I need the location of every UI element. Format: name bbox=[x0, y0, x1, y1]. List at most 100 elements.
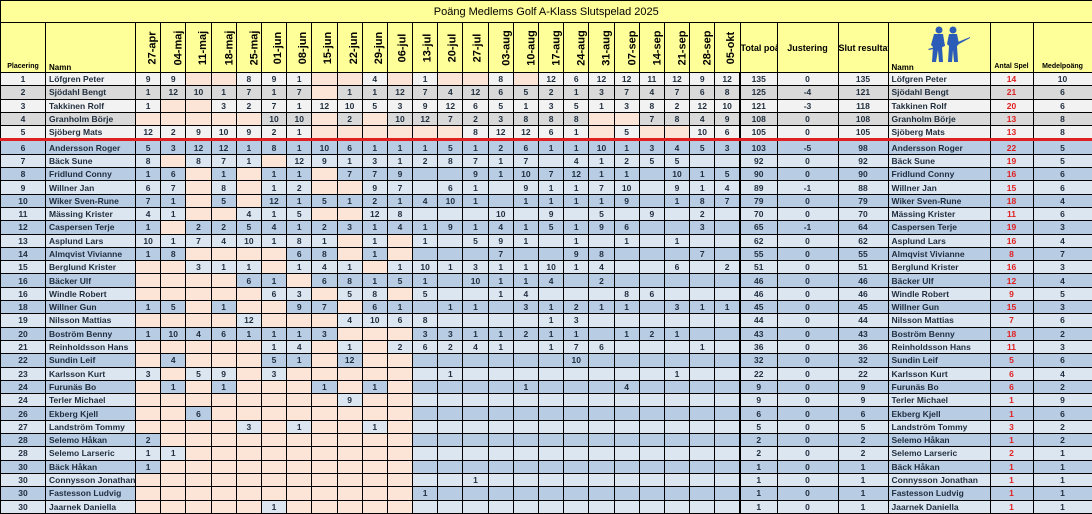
score-cell[interactable] bbox=[690, 354, 715, 367]
score-cell[interactable]: 1 bbox=[287, 221, 312, 234]
score-cell[interactable] bbox=[387, 447, 412, 460]
score-cell[interactable]: 10 bbox=[463, 274, 488, 287]
name-cell-2[interactable]: Willner Gun bbox=[888, 301, 990, 314]
header-date[interactable]: 31-aug bbox=[589, 23, 614, 73]
name-cell[interactable]: Fastesson Ludvig bbox=[46, 487, 136, 500]
antal-spel-cell[interactable]: 3 bbox=[990, 420, 1033, 433]
score-cell[interactable]: 3 bbox=[413, 327, 438, 340]
score-cell[interactable]: 1 bbox=[413, 140, 438, 154]
score-cell[interactable]: 8 bbox=[287, 234, 312, 247]
score-cell[interactable] bbox=[161, 420, 186, 433]
score-cell[interactable]: 4 bbox=[589, 261, 614, 274]
score-cell[interactable]: 8 bbox=[488, 73, 513, 86]
score-cell[interactable]: 1 bbox=[287, 168, 312, 181]
score-cell[interactable]: 10 bbox=[589, 140, 614, 154]
score-cell[interactable]: 7 bbox=[261, 99, 286, 112]
score-cell[interactable] bbox=[513, 434, 538, 447]
justering-cell[interactable]: 0 bbox=[777, 154, 838, 167]
placering-cell[interactable]: 20 bbox=[1, 327, 46, 340]
score-cell[interactable]: 8 bbox=[614, 287, 639, 300]
score-cell[interactable]: 1 bbox=[614, 234, 639, 247]
score-cell[interactable] bbox=[387, 234, 412, 247]
score-cell[interactable]: 5 bbox=[539, 221, 564, 234]
score-cell[interactable] bbox=[362, 126, 387, 140]
placering-cell[interactable]: 11 bbox=[1, 207, 46, 220]
score-cell[interactable] bbox=[186, 460, 211, 473]
score-cell[interactable] bbox=[413, 407, 438, 420]
score-cell[interactable] bbox=[312, 407, 337, 420]
score-cell[interactable]: 6 bbox=[715, 126, 740, 140]
score-cell[interactable] bbox=[211, 73, 236, 86]
placering-cell[interactable]: 2 bbox=[1, 86, 46, 99]
score-cell[interactable] bbox=[513, 460, 538, 473]
score-cell[interactable] bbox=[312, 112, 337, 125]
score-cell[interactable] bbox=[161, 460, 186, 473]
score-cell[interactable]: 1 bbox=[564, 140, 589, 154]
score-cell[interactable]: 1 bbox=[261, 168, 286, 181]
score-cell[interactable] bbox=[664, 434, 689, 447]
score-cell[interactable]: 1 bbox=[564, 86, 589, 99]
score-cell[interactable]: 4 bbox=[211, 234, 236, 247]
score-cell[interactable]: 3 bbox=[513, 301, 538, 314]
score-cell[interactable]: 1 bbox=[438, 261, 463, 274]
slut-resultat-cell[interactable]: 5 bbox=[838, 420, 888, 433]
score-cell[interactable]: 8 bbox=[312, 247, 337, 260]
score-cell[interactable] bbox=[564, 380, 589, 393]
slut-resultat-cell[interactable]: 79 bbox=[838, 194, 888, 207]
score-cell[interactable]: 1 bbox=[513, 221, 538, 234]
score-cell[interactable] bbox=[362, 354, 387, 367]
score-cell[interactable] bbox=[664, 420, 689, 433]
score-cell[interactable]: 8 bbox=[639, 99, 664, 112]
medelpoang-cell[interactable]: 4 bbox=[1033, 274, 1092, 287]
score-cell[interactable] bbox=[186, 301, 211, 314]
score-cell[interactable] bbox=[438, 234, 463, 247]
score-cell[interactable] bbox=[438, 314, 463, 327]
score-cell[interactable] bbox=[539, 407, 564, 420]
score-cell[interactable] bbox=[136, 394, 161, 407]
score-cell[interactable]: 6 bbox=[463, 99, 488, 112]
score-cell[interactable] bbox=[715, 394, 740, 407]
total-cell[interactable]: 65 bbox=[740, 221, 777, 234]
score-cell[interactable] bbox=[387, 434, 412, 447]
score-cell[interactable] bbox=[438, 126, 463, 140]
score-cell[interactable]: 1 bbox=[287, 73, 312, 86]
score-cell[interactable]: 1 bbox=[715, 301, 740, 314]
score-cell[interactable]: 4 bbox=[136, 207, 161, 220]
score-cell[interactable] bbox=[312, 126, 337, 140]
score-cell[interactable] bbox=[463, 460, 488, 473]
name-cell-2[interactable]: Boström Benny bbox=[888, 327, 990, 340]
name-cell-2[interactable]: Selemo Larseric bbox=[888, 447, 990, 460]
score-cell[interactable] bbox=[715, 380, 740, 393]
score-cell[interactable] bbox=[664, 407, 689, 420]
slut-resultat-cell[interactable]: 88 bbox=[838, 181, 888, 194]
score-cell[interactable] bbox=[337, 420, 362, 433]
score-cell[interactable] bbox=[690, 261, 715, 274]
score-cell[interactable]: 3 bbox=[136, 367, 161, 380]
score-cell[interactable]: 10 bbox=[186, 86, 211, 99]
score-cell[interactable] bbox=[337, 367, 362, 380]
score-cell[interactable]: 1 bbox=[387, 194, 412, 207]
score-cell[interactable]: 1 bbox=[362, 86, 387, 99]
score-cell[interactable]: 9 bbox=[614, 194, 639, 207]
score-cell[interactable]: 1 bbox=[337, 194, 362, 207]
header-date[interactable]: 11-maj bbox=[186, 23, 211, 73]
score-cell[interactable]: 1 bbox=[463, 221, 488, 234]
header-date[interactable]: 24-aug bbox=[564, 23, 589, 73]
header-slut[interactable]: Slut resultat bbox=[838, 23, 888, 73]
slut-resultat-cell[interactable]: 22 bbox=[838, 367, 888, 380]
score-cell[interactable]: 2 bbox=[463, 112, 488, 125]
score-cell[interactable]: 2 bbox=[211, 221, 236, 234]
score-cell[interactable]: 9 bbox=[715, 112, 740, 125]
score-cell[interactable]: 7 bbox=[715, 194, 740, 207]
score-cell[interactable]: 9 bbox=[413, 99, 438, 112]
score-cell[interactable]: 12 bbox=[463, 86, 488, 99]
medelpoang-cell[interactable]: 1 bbox=[1033, 500, 1092, 513]
header-date[interactable]: 22-jun bbox=[337, 23, 362, 73]
score-cell[interactable]: 1 bbox=[564, 261, 589, 274]
score-cell[interactable] bbox=[337, 447, 362, 460]
antal-spel-cell[interactable]: 1 bbox=[990, 434, 1033, 447]
score-cell[interactable]: 4 bbox=[614, 380, 639, 393]
name-cell-2[interactable]: Willner Jan bbox=[888, 181, 990, 194]
name-cell[interactable]: Willner Jan bbox=[46, 181, 136, 194]
score-cell[interactable]: 1 bbox=[589, 99, 614, 112]
